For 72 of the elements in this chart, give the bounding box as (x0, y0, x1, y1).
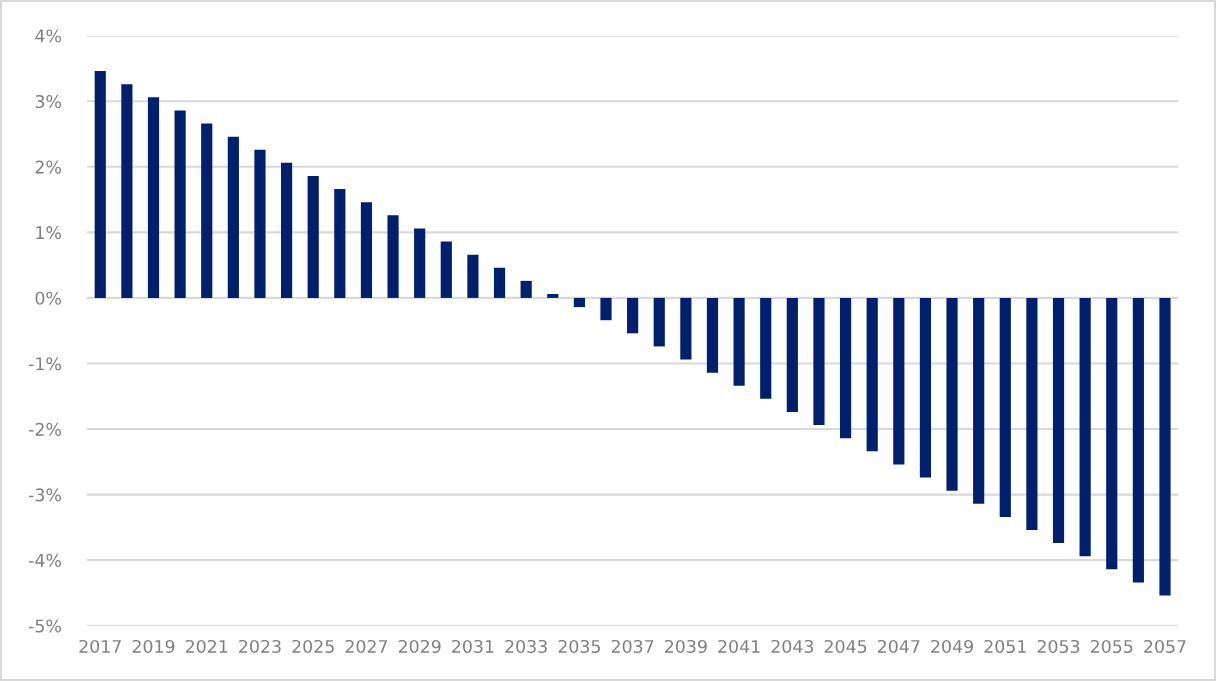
x-tick-label: 2037 (611, 639, 654, 654)
bar (520, 280, 532, 298)
bar (1079, 297, 1091, 557)
bar (627, 297, 639, 334)
bar (1052, 297, 1065, 544)
bar (280, 162, 293, 298)
bar (1159, 297, 1171, 596)
y-tick-label: -2% (28, 422, 61, 436)
bar (786, 297, 798, 412)
x-tick-label: 2017 (79, 639, 121, 654)
x-tick-label: 2029 (398, 639, 441, 654)
bar (360, 202, 373, 298)
bar (414, 228, 426, 298)
y-tick-label: 2% (35, 160, 61, 174)
bar (653, 297, 665, 347)
bar (467, 254, 479, 298)
x-tick-label: 2027 (345, 639, 388, 654)
bar (946, 297, 958, 491)
x-tick-label: 2039 (665, 639, 707, 654)
bar (1026, 297, 1038, 530)
bar (227, 136, 239, 298)
bar (201, 123, 213, 298)
x-tick-label: 2031 (452, 639, 494, 654)
y-tick-label: 0% (35, 291, 61, 305)
x-tick-label: 2045 (824, 639, 867, 654)
x-tick-label: 2055 (1090, 639, 1133, 654)
bar (706, 297, 719, 373)
y-tick-label: 1% (36, 226, 61, 240)
bar (387, 215, 399, 298)
bar (254, 149, 266, 298)
bar (334, 189, 346, 298)
bar (174, 110, 186, 298)
x-tick-label: 2035 (558, 639, 600, 654)
bar (839, 297, 852, 439)
x-tick-label: 2057 (1144, 639, 1186, 654)
x-tick-label: 2025 (292, 639, 334, 654)
bar (147, 97, 160, 298)
bar (440, 241, 452, 298)
y-tick-label: -3% (28, 488, 61, 502)
y-tick-label: -1% (28, 357, 61, 371)
bar (866, 297, 878, 452)
bar (999, 297, 1011, 517)
bar (813, 297, 825, 426)
x-tick-label: 2051 (984, 639, 1026, 654)
y-tick-label: -5% (28, 619, 61, 633)
bar (1106, 297, 1118, 570)
x-tick-label: 2047 (877, 639, 920, 654)
x-tick-label: 2033 (505, 639, 547, 654)
bar (973, 297, 985, 504)
bar (919, 297, 932, 478)
x-tick-label: 2053 (1037, 639, 1080, 654)
bar (600, 297, 612, 321)
y-tick-label: 3% (35, 94, 61, 109)
bar (547, 293, 559, 298)
bar (493, 267, 506, 298)
bar (1132, 297, 1144, 583)
x-tick-label: 2023 (239, 639, 281, 654)
bar (680, 297, 692, 360)
y-tick-label: -4% (28, 553, 61, 567)
bar (94, 71, 106, 298)
x-tick-label: 2019 (132, 639, 175, 654)
x-tick-label: 2049 (931, 639, 973, 654)
x-tick-label: 2021 (185, 639, 228, 654)
y-tick-label: 4% (35, 29, 61, 43)
bar (760, 297, 772, 399)
bar (893, 297, 905, 465)
bar (733, 297, 745, 386)
bar (307, 175, 319, 298)
x-tick-label: 2043 (771, 639, 814, 654)
x-tick-label: 2041 (718, 639, 760, 654)
bar (121, 84, 133, 298)
bar (573, 297, 585, 308)
